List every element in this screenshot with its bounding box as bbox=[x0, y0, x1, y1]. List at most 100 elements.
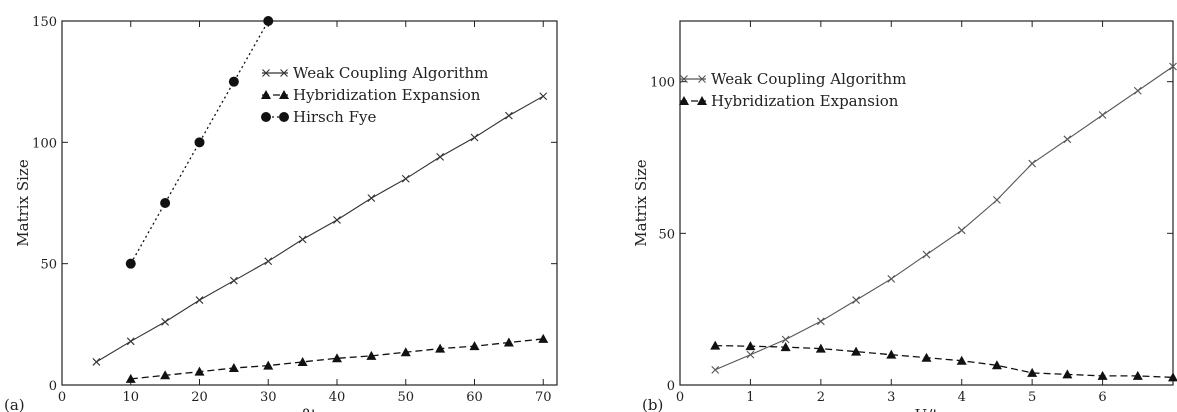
panel-a-data-point bbox=[263, 16, 274, 26]
panel-b-data-point bbox=[922, 250, 931, 259]
panel-a-legend-entry: Weak Coupling Algorithm bbox=[293, 64, 488, 82]
panel-a-data-point bbox=[332, 353, 342, 363]
panel-b-xtick-label: 6 bbox=[1098, 390, 1106, 405]
panel-b-data-point bbox=[887, 274, 896, 283]
panel-b-legend-entry: Weak Coupling Algorithm bbox=[711, 70, 906, 88]
panel-b-data-point bbox=[780, 342, 791, 352]
panel-a-legend-marker bbox=[261, 112, 271, 122]
panel-a-data-point bbox=[228, 76, 239, 87]
panel-a-data-point bbox=[401, 174, 410, 183]
panel-a-data-point bbox=[366, 350, 377, 360]
panel-b-series-1 bbox=[710, 340, 1177, 382]
panel-a-xtick-label: 40 bbox=[329, 390, 346, 405]
panel-a-data-point bbox=[229, 276, 238, 285]
panel-b-data-point bbox=[1132, 370, 1143, 380]
panel-b-frame bbox=[679, 20, 1174, 386]
panel-a-series-1 bbox=[125, 333, 549, 383]
panel-a-data-point bbox=[125, 258, 136, 269]
panel-b-series-0 bbox=[711, 62, 1177, 374]
panel-b-data-point bbox=[745, 341, 756, 351]
panel-a-data-point bbox=[160, 370, 171, 380]
panel-b-xlabel: U/t bbox=[915, 406, 939, 412]
panel-b-data-point bbox=[991, 360, 1002, 370]
panel-a-data-point bbox=[470, 133, 479, 142]
panel-b-data-point bbox=[746, 350, 755, 359]
panel-b-data-point bbox=[1133, 86, 1142, 95]
panel-a-data-point bbox=[195, 296, 204, 304]
panel-a-xtick-label: 0 bbox=[58, 390, 66, 405]
panel-b-xtick-label: 3 bbox=[887, 390, 895, 405]
panel-a-data-point bbox=[539, 92, 548, 101]
panel-a-data-point bbox=[297, 356, 308, 366]
panel-b-legend-marker bbox=[680, 75, 688, 83]
panel-b-data-point bbox=[1098, 111, 1107, 119]
panel-a-xtick-label: 70 bbox=[535, 390, 552, 405]
panel-b-data-point bbox=[956, 355, 967, 365]
panel-a-series-2 bbox=[125, 16, 274, 269]
panel-a-data-point bbox=[228, 363, 239, 373]
panel-b-legend-marker bbox=[698, 75, 706, 83]
panel-a-series-line bbox=[130, 20, 269, 265]
panel-a-data-point bbox=[367, 194, 376, 203]
panel-a-data-point bbox=[435, 343, 446, 353]
panel-b-ylabel: Matrix Size bbox=[632, 159, 650, 247]
panel-b-data-point bbox=[1027, 367, 1038, 377]
panel-a-legend-marker bbox=[280, 69, 288, 77]
panel-b: 0 1 2 3 4 5 6 0 50 100 U/t Matrix Size (b) Weak Coupl… bbox=[632, 20, 1177, 412]
panel-a-data-point bbox=[161, 318, 170, 326]
panel-a-xtick-label: 30 bbox=[260, 390, 277, 405]
panel-b-data-point bbox=[957, 226, 966, 235]
panel-a-ytick-label: 50 bbox=[40, 258, 57, 273]
panel-a: 0 10 20 30 40 50 60 70 0 50 100 150 βt Matrix Size (a)… bbox=[4, 15, 558, 412]
panel-a-ytick-label: 0 bbox=[49, 379, 57, 394]
panel-a-legend: Weak Coupling Algorithm Hybridization Exp… bbox=[261, 64, 488, 126]
panel-a-xtick-label: 50 bbox=[397, 390, 414, 405]
panel-b-data-point bbox=[1028, 159, 1037, 168]
panel-a-data-point bbox=[538, 333, 549, 343]
panel-b-legend-marker bbox=[697, 96, 707, 105]
panel-a-data-point bbox=[263, 360, 274, 370]
panel-a-data-point bbox=[160, 198, 171, 208]
panel-a-series-0 bbox=[92, 92, 548, 366]
panel-b-data-point bbox=[1169, 62, 1177, 71]
panel-b-data-point bbox=[1168, 372, 1177, 382]
panel-b-data-point bbox=[886, 349, 897, 359]
panel-b-xtick-label: 2 bbox=[817, 390, 825, 405]
panel-b-xtick-label: 5 bbox=[1028, 390, 1036, 405]
panel-a-legend-marker bbox=[279, 112, 289, 122]
panel-a-legend-entry: Hybridization Expansion bbox=[293, 86, 481, 104]
panel-b-data-point bbox=[852, 296, 860, 304]
panel-b-xtick-label: 0 bbox=[676, 390, 684, 405]
panel-b-data-point bbox=[993, 196, 1001, 204]
panel-a-data-point bbox=[194, 366, 205, 376]
panel-b-data-point bbox=[1062, 369, 1073, 379]
panel-a-data-point bbox=[333, 216, 341, 224]
panel-a-xtick-label: 20 bbox=[191, 390, 208, 405]
panel-b-data-point bbox=[781, 335, 790, 344]
panel-a-data-point bbox=[469, 341, 480, 351]
panel-b-series-line bbox=[714, 66, 1174, 371]
panel-b-data-point bbox=[816, 317, 825, 326]
panel-a-data-point bbox=[400, 347, 411, 357]
panel-b-data-point bbox=[1063, 135, 1072, 144]
panel-a-data-point bbox=[264, 257, 273, 266]
panel-b-xtick-label: 4 bbox=[958, 390, 966, 405]
panel-b-ytick-label: 100 bbox=[650, 76, 675, 91]
panel-a-frame bbox=[61, 20, 558, 386]
panel-b-data-point bbox=[1097, 370, 1108, 380]
panel-b-data-point bbox=[711, 365, 720, 374]
panel-a-ytick-label: 150 bbox=[32, 15, 57, 30]
panel-b-data-point bbox=[710, 340, 721, 350]
panel-a-xtick-label: 10 bbox=[122, 390, 139, 405]
panel-a-data-point bbox=[92, 358, 101, 366]
panel-b-label: (b) bbox=[642, 396, 663, 412]
panel-b-data-point bbox=[921, 352, 932, 362]
panel-b-xtick-label: 1 bbox=[746, 390, 754, 405]
panel-a-data-point bbox=[125, 373, 136, 383]
panel-b-data-point bbox=[815, 343, 826, 353]
panel-a-data-point bbox=[503, 337, 514, 347]
panel-b-data-point bbox=[851, 346, 862, 356]
panel-a-ylabel: Matrix Size bbox=[14, 159, 32, 247]
panel-a-xtick-label: 60 bbox=[466, 390, 483, 405]
